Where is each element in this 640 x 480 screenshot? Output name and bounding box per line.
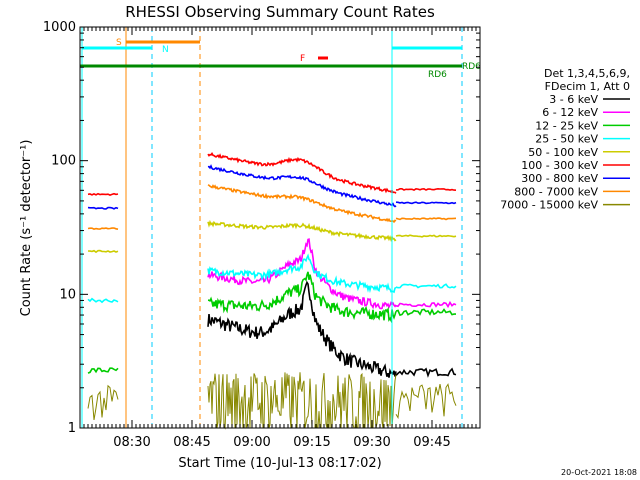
legend-label-7: 300 - 800 keV <box>521 172 598 185</box>
legend-label-6: 100 - 300 keV <box>521 159 598 172</box>
legend-label-4: 25 - 50 keV <box>535 133 598 146</box>
y-axis-label: Count Rate (s⁻¹ detector⁻¹) <box>19 140 34 317</box>
x-tick-label-3: 09:00 <box>233 435 270 450</box>
legend-label-1: 3 - 6 keV <box>549 93 598 106</box>
flag-label-5: RD6 <box>428 70 447 80</box>
legend: Det 1,3,4,5,6,9,FDecim 1, Att 03 - 6 keV… <box>500 67 630 212</box>
legend-label-2: 6 - 12 keV <box>542 106 598 119</box>
x-axis-label: Start Time (10-Jul-13 08:17:02) <box>178 456 381 471</box>
chart-title: RHESSI Observing Summary Count Rates <box>125 3 435 21</box>
legend-label-9: 7000 - 15000 keV <box>500 199 598 212</box>
flag-label-3: F <box>300 54 305 64</box>
marker-layer: S N F RD6 RD6 <box>80 27 481 428</box>
legend-label-3: 12 - 25 keV <box>535 119 598 132</box>
flag-label-2: N <box>162 45 169 55</box>
series-line-5 <box>87 219 457 254</box>
series-line-4 <box>87 253 457 304</box>
legend-header-2: FDecim 1, Att 0 <box>545 80 630 93</box>
timestamp: 20-Oct-2021 18:08 <box>561 468 637 477</box>
x-tick-label-2: 08:45 <box>173 435 210 450</box>
x-tick-label-6: 09:45 <box>413 435 450 450</box>
legend-label-5: 50 - 100 keV <box>528 146 598 159</box>
y-tick-label-2: 10 <box>59 287 76 302</box>
y-tick-label-4: 1000 <box>43 20 76 35</box>
x-tick-label-4: 09:15 <box>293 435 330 450</box>
flag-label-1: S <box>116 38 122 48</box>
flag-label-4: RD6 <box>462 62 481 72</box>
series-line-1 <box>207 280 457 378</box>
series-line-6 <box>87 152 457 196</box>
y-tick-label-1: 1 <box>68 421 76 436</box>
legend-label-8: 800 - 7000 keV <box>514 185 598 198</box>
series-layer <box>87 152 457 430</box>
series-line-3 <box>87 271 456 374</box>
x-tick-label-5: 09:30 <box>353 435 390 450</box>
series-line-8 <box>87 184 457 230</box>
x-tick-label-1: 08:30 <box>113 435 150 450</box>
y-tick-label-3: 100 <box>51 154 76 169</box>
legend-header-1: Det 1,3,4,5,6,9, <box>544 67 630 80</box>
series-line-9 <box>87 372 457 430</box>
axes: 1 10 100 1000 08:30 08:45 09:00 09:15 09:30 09:45 <box>43 20 481 450</box>
series-line-7 <box>87 164 457 210</box>
series-line-2 <box>207 238 457 310</box>
